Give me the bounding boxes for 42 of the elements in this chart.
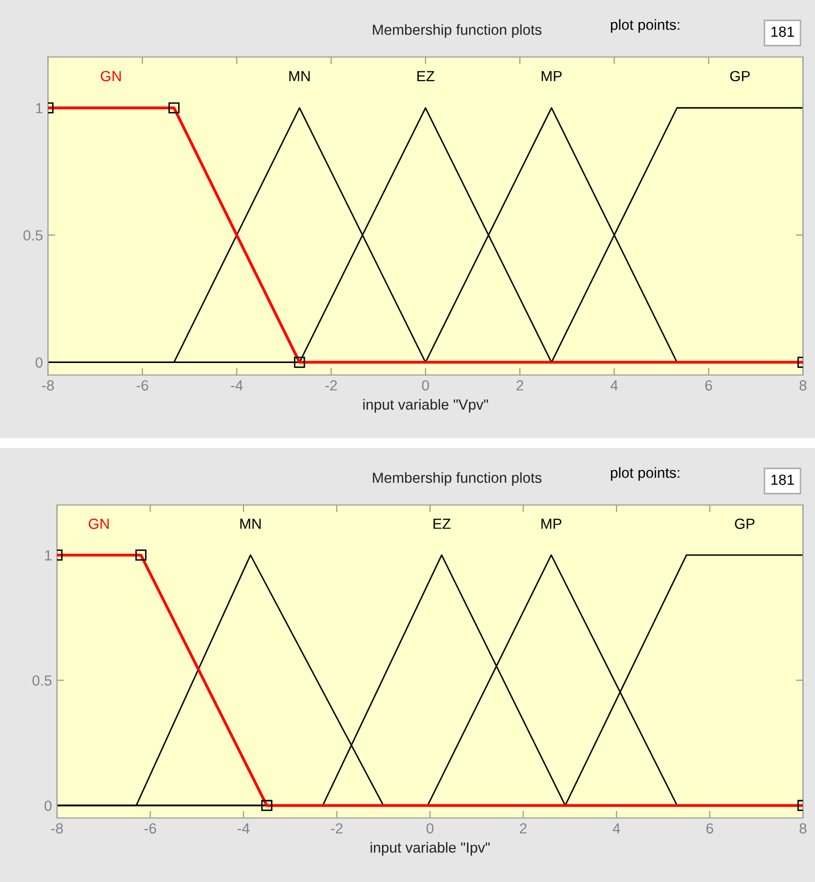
x-tick-label: 8 — [800, 380, 806, 391]
text: 181 — [771, 474, 794, 485]
x-tick-label: 0 — [422, 380, 429, 391]
x-tick-label: 0 — [426, 823, 434, 834]
y-tick-label: 0.5 — [23, 230, 43, 241]
y-tick-label: 1 — [36, 103, 42, 114]
series-label: MP — [542, 71, 562, 82]
x-axis-title: input variable "Ipv" — [370, 842, 490, 856]
series-label: GN — [88, 518, 109, 529]
x-tick-label: -2 — [325, 380, 337, 390]
series-label: MP — [541, 518, 562, 529]
series-label: GP — [730, 70, 750, 82]
series-label: EZ — [434, 518, 451, 529]
chart-title: Membership function plots — [372, 24, 542, 38]
x-tick-label: 2 — [516, 380, 524, 390]
x-tick-label: 6 — [705, 380, 712, 391]
series-label: MN — [289, 71, 310, 82]
series-label: EZ — [417, 71, 434, 82]
y-tick-label: 0.5 — [32, 675, 52, 686]
x-tick-label: -2 — [330, 823, 342, 834]
chart-title: Membership function plots — [372, 472, 542, 486]
text: 181 — [771, 26, 794, 37]
series-label: GN — [100, 70, 121, 82]
x-tick-label: 2 — [520, 823, 527, 834]
x-tick-label: 6 — [706, 823, 714, 834]
y-tick-label: 0 — [44, 800, 52, 811]
y-tick-label: 1 — [45, 550, 52, 560]
x-tick-label: -4 — [238, 823, 250, 834]
x-tick-label: -6 — [144, 823, 156, 834]
x-tick-label: -8 — [42, 380, 54, 391]
y-tick-label: 0 — [36, 357, 43, 368]
text: plot points: — [610, 19, 680, 33]
text: plot points: — [610, 467, 680, 481]
series-label: MN — [240, 518, 261, 529]
x-tick-label: 8 — [800, 823, 806, 834]
x-tick-label: -6 — [136, 380, 148, 391]
x-tick-label: -4 — [230, 380, 243, 390]
x-tick-label: -8 — [51, 823, 63, 834]
series-label: GP — [734, 518, 754, 529]
x-tick-label: 4 — [610, 380, 618, 390]
x-axis-title: input variable "Vpv" — [363, 399, 488, 413]
x-tick-label: 4 — [612, 823, 620, 834]
